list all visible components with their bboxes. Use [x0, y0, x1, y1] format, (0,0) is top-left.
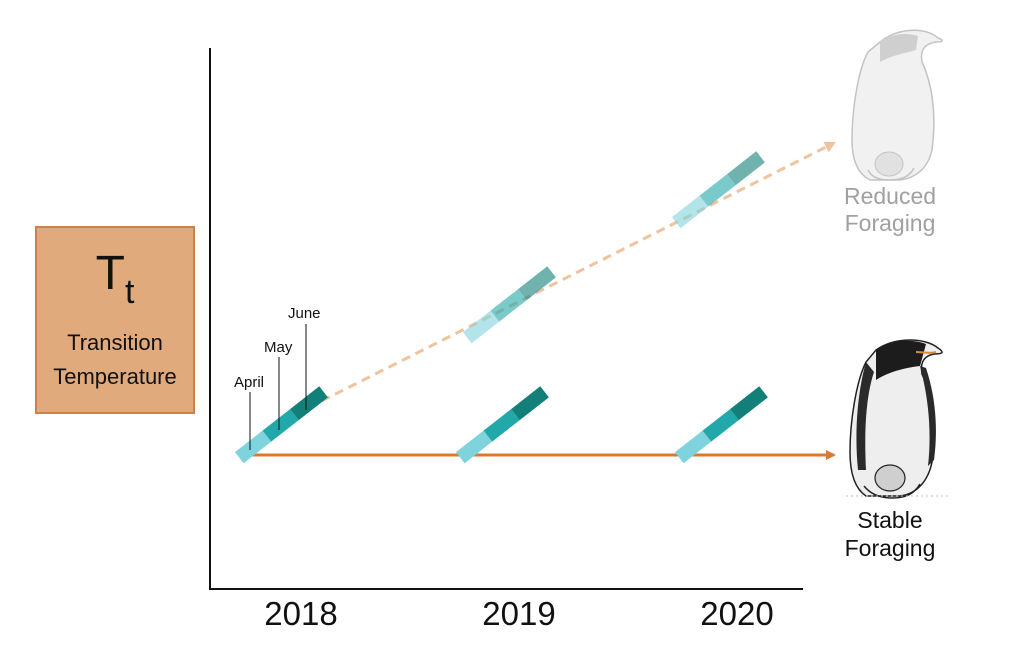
month-label-april: April: [234, 374, 264, 391]
bar-segment-may: [699, 174, 736, 207]
tt-symbol-main: T: [95, 247, 125, 300]
bars-2019-stable: [455, 386, 549, 464]
bar-segment-june: [518, 266, 556, 301]
bars-2020-stable: [674, 386, 768, 464]
transition-temperature-box: Tt Transition Temperature: [35, 226, 195, 414]
reduced-foraging-arrow: [267, 141, 836, 430]
bar-segment-april: [671, 195, 709, 229]
bar-segment-june: [511, 386, 549, 421]
bar-segment-april: [462, 310, 500, 344]
bar-segment-may: [483, 409, 520, 442]
bar-segment-april: [234, 430, 272, 464]
bar-segment-june: [727, 151, 765, 186]
egg-shape: [874, 151, 904, 177]
stable-label-line1: Stable: [857, 507, 922, 533]
reduced-label-line2: Foraging: [845, 210, 936, 236]
month-label-june: June: [288, 305, 321, 322]
y-label-line1: Transition: [67, 330, 163, 355]
tt-symbol: Tt: [37, 250, 193, 316]
x-tick-2018: 2018: [264, 595, 337, 632]
bar-segment-june: [730, 386, 768, 421]
emperor-penguin-icon: [846, 339, 950, 499]
x-tick-2020: 2020: [700, 595, 773, 632]
bar-segment-april: [455, 430, 493, 464]
bars-2019-reduced: [462, 266, 556, 344]
bar-segment-may: [490, 289, 527, 322]
bars-2018-stable: [234, 386, 328, 464]
y-label-line2: Temperature: [53, 364, 177, 389]
reduced-label-line1: Reduced: [844, 183, 936, 209]
bar-segment-may: [262, 409, 299, 442]
emperor-penguin-faded-icon: [851, 29, 943, 181]
bars-2020-reduced: [671, 151, 765, 229]
stable-label-line2: Foraging: [845, 535, 936, 561]
bar-segment-april: [674, 430, 712, 464]
egg-shape: [874, 464, 906, 492]
month-label-may: May: [264, 339, 293, 356]
bar-segment-may: [702, 409, 739, 442]
x-tick-2019: 2019: [482, 595, 555, 632]
bar-segment-june: [290, 386, 328, 421]
tt-symbol-subscript: t: [124, 273, 135, 311]
